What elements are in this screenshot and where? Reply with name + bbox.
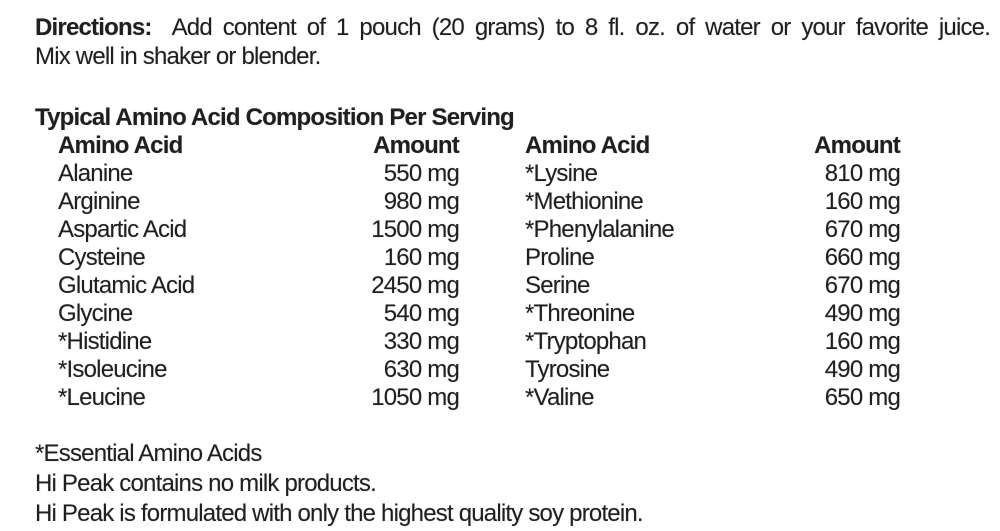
amino-acid-amount: 490 mg [824,300,901,327]
table-row: Aspartic Acid 1500 mg [58,216,460,244]
amount-column-header: Amount [373,132,460,159]
amino-acid-amount: 550 mg [383,160,460,187]
amino-acid-amount: 160 mg [383,244,460,271]
footnotes: *Essential Amino Acids Hi Peak contains … [35,439,644,529]
amount-column-header: Amount [814,132,901,159]
amino-acid-amount: 980 mg [383,188,460,215]
table-row: *Phenylalanine 670 mg [525,216,901,244]
amino-acid-name: *Histidine [58,328,152,355]
amino-acid-amount: 630 mg [383,356,460,383]
directions-paragraph: Directions: Add content of 1 pouch (20 gr… [35,13,1000,71]
directions-text-line2: Mix well in shaker or blender. [35,43,321,70]
amino-acid-name: Alanine [58,160,133,187]
amino-acid-amount: 160 mg [824,188,901,215]
table-row: *Threonine 490 mg [525,300,901,328]
table-row: *Leucine 1050 mg [58,384,460,412]
amino-acid-column-header: Amino Acid [525,132,650,159]
no-milk-products-note: Hi Peak contains no milk products. [35,470,377,497]
table-row: *Methionine 160 mg [525,188,901,216]
amino-acid-amount: 650 mg [824,384,901,411]
amino-acid-amount: 160 mg [824,328,901,355]
amino-acid-name: *Methionine [525,188,644,215]
amino-acid-table: Amino Acid Amount Alanine 550 mg Arginin… [58,132,901,412]
amino-acid-name: *Valine [525,384,594,411]
amino-acid-name: *Tryptophan [525,328,647,355]
amino-acid-name: Aspartic Acid [58,216,187,243]
amino-acid-name: Arginine [58,188,140,215]
directions-text-line1: Add content of 1 pouch (20 grams) to 8 f… [171,14,991,41]
table-column-right: Amino Acid Amount *Lysine 810 mg *Methio… [525,132,901,412]
composition-heading: Typical Amino Acid Composition Per Servi… [35,104,515,131]
table-row: Tyrosine 490 mg [525,356,901,384]
amino-acid-name: Cysteine [58,244,146,271]
amino-acid-amount: 490 mg [824,356,901,383]
table-row: *Isoleucine 630 mg [58,356,460,384]
amino-acid-amount: 670 mg [824,216,901,243]
table-row: Proline 660 mg [525,244,901,272]
table-row: *Lysine 810 mg [525,160,901,188]
amino-acid-name: Glycine [58,300,133,327]
essential-amino-acids-note: *Essential Amino Acids [35,440,262,467]
directions-line-1: Directions: Add content of 1 pouch (20 gr… [35,13,1000,42]
amino-acid-amount: 1050 mg [371,384,460,411]
table-row: Glutamic Acid 2450 mg [58,272,460,300]
amino-acid-amount: 670 mg [824,272,901,299]
amino-acid-amount: 810 mg [824,160,901,187]
amino-acid-amount: 1500 mg [371,216,460,243]
amino-acid-name: Glutamic Acid [58,272,195,299]
table-row: Arginine 980 mg [58,188,460,216]
table-row: Glycine 540 mg [58,300,460,328]
table-column-left: Amino Acid Amount Alanine 550 mg Arginin… [58,132,460,412]
table-row: *Histidine 330 mg [58,328,460,356]
amino-acid-name: *Lysine [525,160,598,187]
amino-acid-name: Proline [525,244,595,271]
amino-acid-amount: 540 mg [383,300,460,327]
table-header-row: Amino Acid Amount [58,132,460,160]
soy-protein-note: Hi Peak is formulated with only the high… [35,500,644,527]
amino-acid-name: Tyrosine [525,356,610,383]
amino-acid-name: Serine [525,272,590,299]
table-row: Serine 670 mg [525,272,901,300]
table-row: Alanine 550 mg [58,160,460,188]
table-header-row: Amino Acid Amount [525,132,901,160]
directions-label: Directions: [35,14,152,41]
amino-acid-name: *Phenylalanine [525,216,675,243]
amino-acid-name: *Isoleucine [58,356,167,383]
table-row: *Valine 650 mg [525,384,901,412]
amino-acid-amount: 2450 mg [371,272,460,299]
amino-acid-name: *Leucine [58,384,146,411]
table-row: Cysteine 160 mg [58,244,460,272]
amino-acid-column-header: Amino Acid [58,132,183,159]
amino-acid-amount: 660 mg [824,244,901,271]
amino-acid-name: *Threonine [525,300,635,327]
amino-acid-amount: 330 mg [383,328,460,355]
table-row: *Tryptophan 160 mg [525,328,901,356]
